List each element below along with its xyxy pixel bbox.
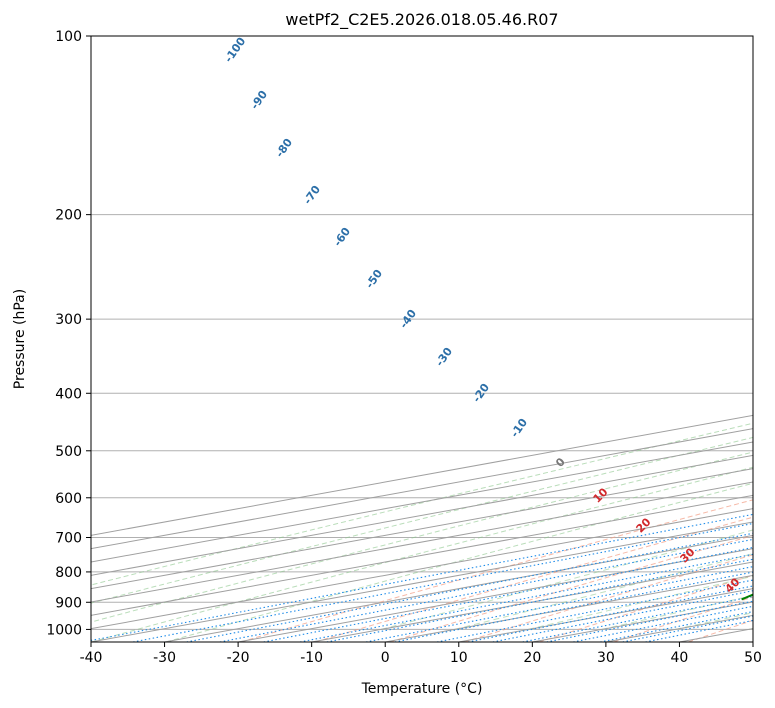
temperature-profile [765, 36, 775, 602]
y-tick-label: 400 [55, 386, 82, 402]
isotherm-line [458, 588, 753, 642]
x-tick-label: 30 [597, 650, 615, 666]
isotherm-line [311, 561, 753, 642]
dewpoint-profile [741, 593, 753, 601]
background-line-labels: -100-90-80-70-60-50-40-30-20-10010203040… [222, 35, 743, 596]
y-tick-label: 800 [55, 565, 82, 581]
chart-title: wetPf2_C2E5.2026.018.05.46.R07 [285, 10, 558, 30]
x-tick-label: -30 [153, 650, 176, 666]
x-tick-label: 20 [523, 650, 541, 666]
isotherm-line [91, 521, 753, 642]
mixing-ratio-line [91, 513, 753, 642]
y-tick-label: 500 [55, 444, 82, 460]
y-axis: 100 200 300 400 500 600 700 800 900 1000 [46, 29, 91, 638]
dry-adiabat-label: -30 [433, 345, 455, 369]
moist-adiabat [601, 595, 753, 630]
y-axis-title: Pressure (hPa) [12, 289, 28, 389]
plot-frame [90, 35, 754, 643]
mixing-ratio-line [645, 619, 753, 642]
y-tick-label: 1000 [46, 622, 82, 638]
x-tick-label: 10 [450, 650, 468, 666]
dry-adiabat [389, 534, 753, 642]
mixing-ratio-line [622, 615, 753, 642]
x-axis-title: Temperature (°C) [361, 681, 483, 697]
dry-adiabat [240, 499, 753, 642]
moist-adiabat [527, 575, 753, 630]
isotherm-line [91, 441, 753, 563]
mixing-ratio-line [546, 600, 753, 642]
dry-adiabat [91, 436, 753, 604]
x-tick-label: -40 [80, 650, 103, 666]
x-tick-label: 50 [744, 650, 762, 666]
dry-adiabat [763, 36, 775, 642]
isotherm-line [238, 548, 753, 642]
mixing-ratio-line [219, 538, 753, 642]
isotherm-line [91, 508, 753, 630]
x-tick-label: 40 [671, 650, 689, 666]
dry-adiabat [91, 466, 753, 642]
dry-adiabat [464, 554, 753, 642]
dry-adiabat-label: -50 [363, 267, 385, 291]
dry-adiabat-label: -80 [273, 136, 295, 160]
x-tick-label: 0 [381, 650, 390, 666]
y-tick-label: 200 [55, 208, 82, 224]
mixing-ratio-line [599, 610, 753, 642]
isotherm-line [91, 481, 753, 603]
dry-adiabat [613, 596, 753, 642]
dry-adiabat-label: -60 [331, 225, 353, 249]
moist-adiabat-label: 20 [634, 515, 654, 535]
dry-adiabat-label: -20 [470, 381, 492, 405]
y-tick-label: 600 [55, 491, 82, 507]
x-axis: -40 -30 -20 -10 0 10 20 30 40 50 [80, 642, 762, 666]
mixing-ratio-line [132, 522, 753, 642]
y-tick-label: 100 [55, 29, 82, 45]
mixing-ratio-line [572, 605, 753, 642]
y-tick-label: 700 [55, 531, 82, 547]
y-tick-label: 900 [55, 595, 82, 611]
mixing-ratio-line [492, 590, 753, 642]
moist-adiabat [454, 553, 753, 630]
moist-adiabat-label: 40 [723, 575, 743, 595]
mixing-ratio-line [263, 546, 753, 642]
isotherm-line [91, 454, 753, 576]
isotherm-line [91, 494, 753, 616]
dry-adiabat-label: -90 [248, 88, 270, 112]
dry-adiabat [538, 574, 753, 642]
dry-adiabat [91, 451, 753, 623]
y-tick-label: 300 [55, 312, 82, 328]
mixing-ratio-line [394, 571, 753, 642]
dry-adiabat-label: -100 [222, 35, 249, 65]
dry-adiabat [166, 482, 753, 642]
dry-adiabat [315, 516, 753, 642]
dry-adiabat-label: -10 [508, 416, 530, 440]
isotherm-line [164, 534, 753, 642]
isotherm-line [91, 468, 753, 590]
background-lines [91, 36, 775, 642]
mixing-ratio-line [186, 532, 753, 642]
x-tick-label: -10 [300, 650, 323, 666]
isotherm-line [91, 428, 753, 550]
x-tick-label: -20 [227, 650, 250, 666]
mixing-ratio-line [436, 579, 753, 642]
dry-adiabat-label: -40 [397, 307, 419, 331]
dry-adiabat-label: -70 [301, 183, 323, 207]
isotherm-line [752, 641, 753, 642]
